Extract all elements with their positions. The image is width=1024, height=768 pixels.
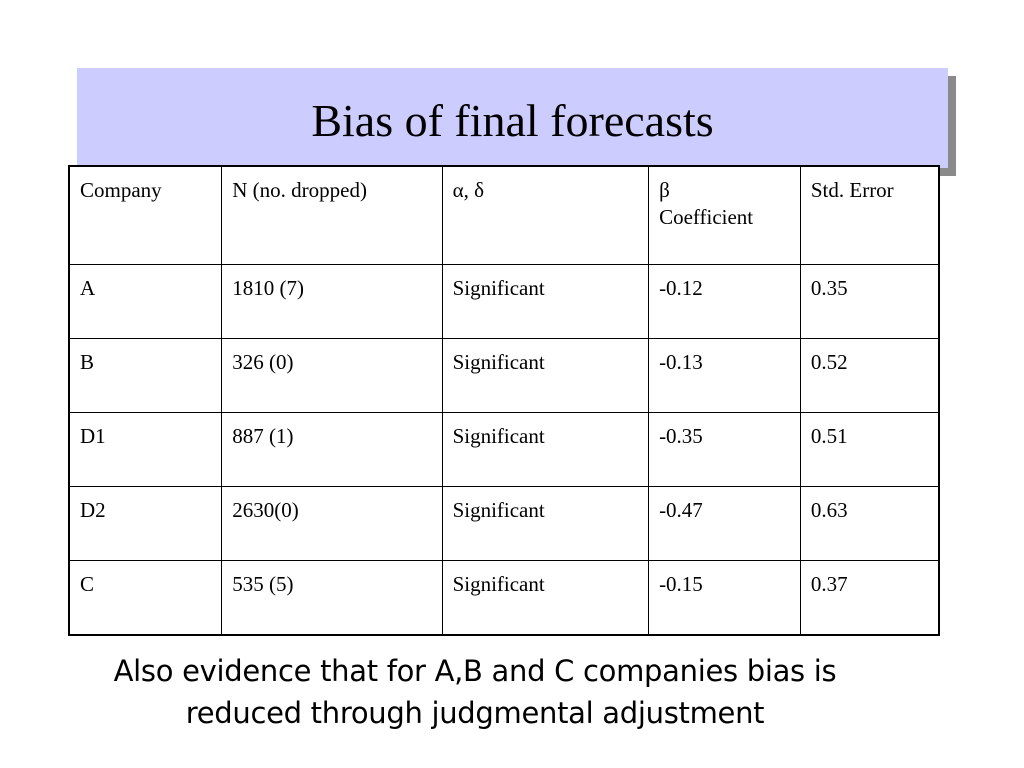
table-row: A 1810 (7) Significant -0.12 0.35 [68, 264, 940, 339]
header-alpha-delta: α, δ [441, 165, 650, 265]
cell-beta-coefficient: -0.13 [648, 338, 801, 413]
cell-std-error: 0.52 [799, 338, 940, 413]
cell-alpha-delta: Significant [441, 264, 650, 339]
cell-n-dropped: 887 (1) [221, 412, 443, 487]
cell-alpha-delta: Significant [441, 486, 650, 561]
header-n-dropped: N (no. dropped) [221, 165, 443, 265]
table-row: B 326 (0) Significant -0.13 0.52 [68, 338, 940, 413]
cell-company: D2 [68, 486, 223, 561]
cell-company: D1 [68, 412, 223, 487]
cell-std-error: 0.35 [799, 264, 940, 339]
cell-n-dropped: 535 (5) [221, 560, 443, 636]
table-row: C 535 (5) Significant -0.15 0.37 [68, 560, 940, 636]
cell-std-error: 0.63 [799, 486, 940, 561]
cell-company: C [68, 560, 223, 636]
slide-title: Bias of final forecasts [311, 95, 714, 146]
cell-alpha-delta: Significant [441, 560, 650, 636]
cell-beta-coefficient: -0.15 [648, 560, 801, 636]
table-header-row: Company N (no. dropped) α, δ β Coefficien… [68, 165, 940, 265]
results-table: Company N (no. dropped) α, δ β Coefficien… [68, 165, 940, 636]
cell-alpha-delta: Significant [441, 338, 650, 413]
header-company: Company [68, 165, 223, 265]
cell-beta-coefficient: -0.12 [648, 264, 801, 339]
table-row: D2 2630(0) Significant -0.47 0.63 [68, 486, 940, 561]
header-std-error: Std. Error [799, 165, 940, 265]
header-beta-symbol: β [659, 178, 670, 202]
header-beta-coefficient: β Coefficient [648, 165, 801, 265]
cell-company: B [68, 338, 223, 413]
cell-n-dropped: 326 (0) [221, 338, 443, 413]
cell-beta-coefficient: -0.35 [648, 412, 801, 487]
cell-company: A [68, 264, 223, 339]
cell-beta-coefficient: -0.47 [648, 486, 801, 561]
table-row: D1 887 (1) Significant -0.35 0.51 [68, 412, 940, 487]
caption-line-1: Also evidence that for A,B and C compani… [113, 654, 837, 688]
cell-alpha-delta: Significant [441, 412, 650, 487]
slide-caption: Also evidence that for A,B and C compani… [40, 650, 910, 734]
cell-std-error: 0.37 [799, 560, 940, 636]
header-coefficient-label: Coefficient [659, 205, 754, 230]
title-box: Bias of final forecasts [77, 68, 948, 168]
caption-line-2: reduced through judgmental adjustment [185, 696, 765, 730]
cell-std-error: 0.51 [799, 412, 940, 487]
cell-n-dropped: 1810 (7) [221, 264, 443, 339]
cell-n-dropped: 2630(0) [221, 486, 443, 561]
